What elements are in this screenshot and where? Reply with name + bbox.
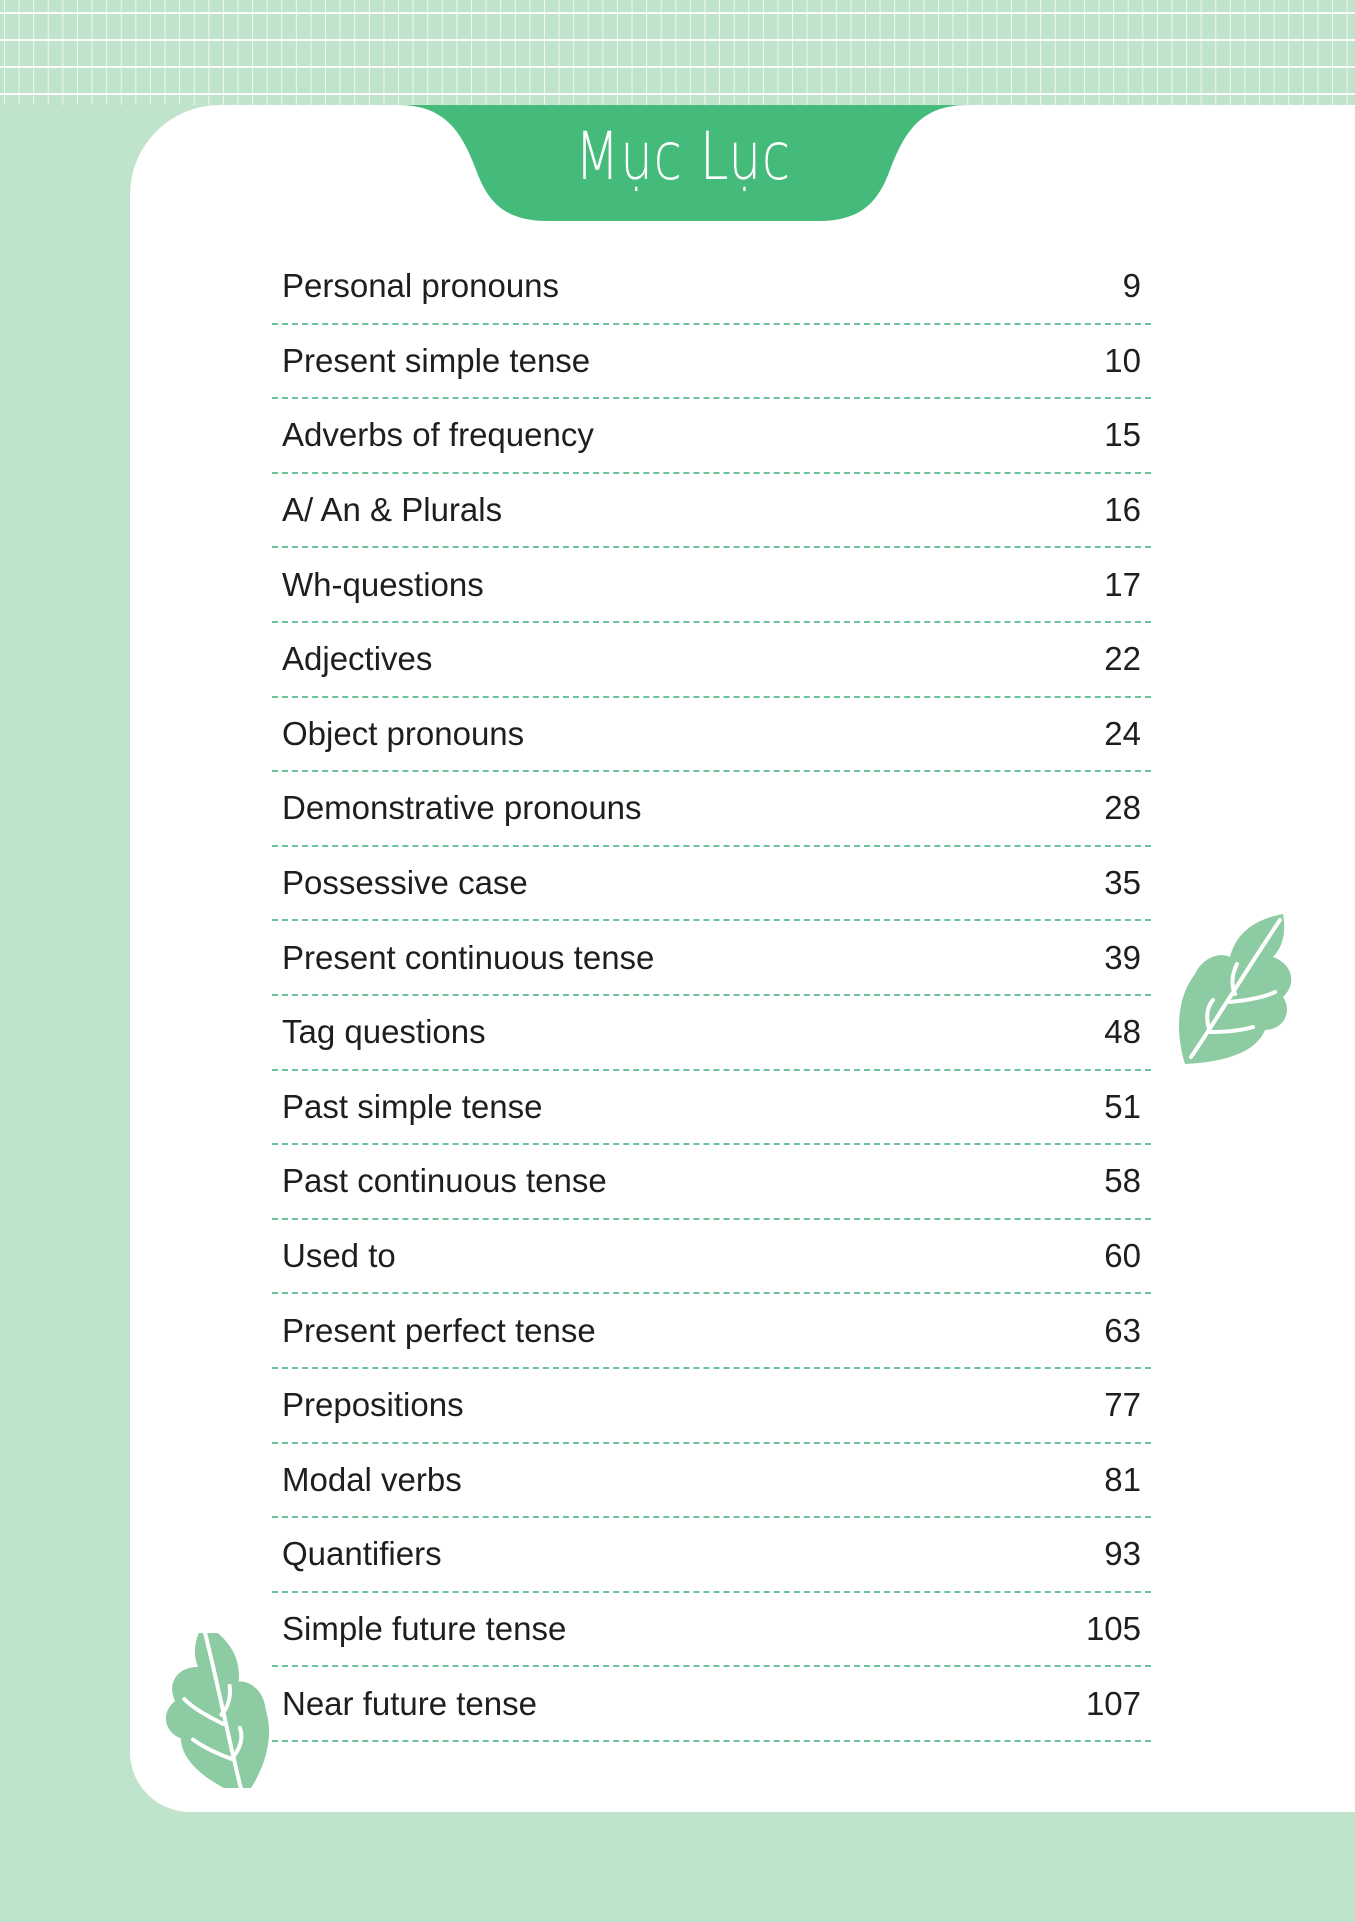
toc-entry[interactable]: Prepositions 77: [272, 1369, 1151, 1444]
toc-entry-page-number: 35: [1104, 864, 1141, 902]
toc-entry-page-number: 17: [1104, 565, 1141, 603]
toc-entry-page-number: 24: [1104, 714, 1141, 752]
toc-entry-title: Near future tense: [282, 1684, 537, 1722]
toc-entry-title: Present simple tense: [282, 341, 591, 379]
toc-entry[interactable]: Simple future tense 105: [272, 1593, 1151, 1668]
toc-entry[interactable]: Past continuous tense 58: [272, 1145, 1151, 1220]
toc-entry[interactable]: Tag questions 48: [272, 996, 1151, 1071]
toc-entry[interactable]: Present simple tense 10: [272, 325, 1151, 400]
toc-entry-page-number: 63: [1104, 1311, 1141, 1349]
toc-entry[interactable]: Personal pronouns 9: [272, 250, 1151, 325]
toc-entry-title: Possessive case: [282, 864, 528, 902]
toc-entry-page-number: 10: [1104, 341, 1141, 379]
toc-entry-page-number: 39: [1104, 938, 1141, 976]
toc-entry[interactable]: Wh-questions 17: [272, 548, 1151, 623]
toc-entry-page-number: 9: [1122, 267, 1141, 305]
toc-entry[interactable]: A/ An & Plurals 16: [272, 474, 1151, 549]
toc-entry-title: Past continuous tense: [282, 1162, 607, 1200]
toc-entry-title: Modal verbs: [282, 1460, 462, 1498]
toc-entry-page-number: 51: [1104, 1087, 1141, 1125]
toc-entry-title: Present continuous tense: [282, 938, 655, 976]
toc-entry-title: Used to: [282, 1237, 396, 1275]
toc-entry-page-number: 60: [1104, 1237, 1141, 1275]
toc-entry-title: Prepositions: [282, 1386, 464, 1424]
toc-entry-page-number: 28: [1104, 789, 1141, 827]
toc-entry-page-number: 81: [1104, 1460, 1141, 1498]
toc-entry-title: Wh-questions: [282, 565, 484, 603]
toc-entry-title: Object pronouns: [282, 714, 525, 752]
toc-entry-title: Demonstrative pronouns: [282, 789, 642, 827]
toc-entry-title: Tag questions: [282, 1013, 486, 1051]
toc-entry[interactable]: Past simple tense 51: [272, 1071, 1151, 1146]
toc-entry-page-number: 77: [1104, 1386, 1141, 1424]
toc-entry[interactable]: Possessive case 35: [272, 847, 1151, 922]
toc-entry[interactable]: Quantifiers 93: [272, 1518, 1151, 1593]
toc-entry[interactable]: Used to 60: [272, 1220, 1151, 1295]
toc-entry[interactable]: Object pronouns 24: [272, 698, 1151, 773]
toc-entry-page-number: 58: [1104, 1162, 1141, 1200]
table-of-contents: Personal pronouns 9 Present simple tense 10…: [272, 250, 1151, 1742]
toc-entry-title: Simple future tense: [282, 1609, 567, 1647]
toc-entry-title: Personal pronouns: [282, 267, 560, 305]
grid-header-background: [0, 0, 1355, 105]
page-title: Mục Lục: [575, 118, 791, 195]
toc-entry-page-number: 15: [1104, 416, 1141, 454]
toc-entry[interactable]: Present perfect tense 63: [272, 1294, 1151, 1369]
toc-entry-title: Present perfect tense: [282, 1311, 596, 1349]
toc-entry-page-number: 22: [1104, 640, 1141, 678]
leaf-icon: [1179, 914, 1292, 1064]
toc-entry-title: Past simple tense: [282, 1087, 543, 1125]
toc-entry-page-number: 107: [1085, 1684, 1141, 1722]
title-tab: [398, 105, 968, 221]
toc-entry-title: A/ An & Plurals: [282, 491, 503, 529]
toc-entry[interactable]: Adverbs of frequency 15: [272, 399, 1151, 474]
leaf-icon: [166, 1633, 269, 1788]
toc-entry[interactable]: Present continuous tense 39: [272, 921, 1151, 996]
toc-entry[interactable]: Adjectives 22: [272, 623, 1151, 698]
toc-entry-title: Adjectives: [282, 640, 433, 678]
toc-entry-title: Quantifiers: [282, 1535, 442, 1573]
toc-entry-title: Adverbs of frequency: [282, 416, 594, 454]
toc-entry[interactable]: Near future tense 107: [272, 1667, 1151, 1742]
toc-entry-page-number: 48: [1104, 1013, 1141, 1051]
content-card: [130, 105, 1355, 1812]
toc-entry-page-number: 93: [1104, 1535, 1141, 1573]
toc-entry-page-number: 105: [1085, 1609, 1141, 1647]
toc-entry[interactable]: Modal verbs 81: [272, 1444, 1151, 1519]
toc-entry-page-number: 16: [1104, 491, 1141, 529]
toc-entry[interactable]: Demonstrative pronouns 28: [272, 772, 1151, 847]
